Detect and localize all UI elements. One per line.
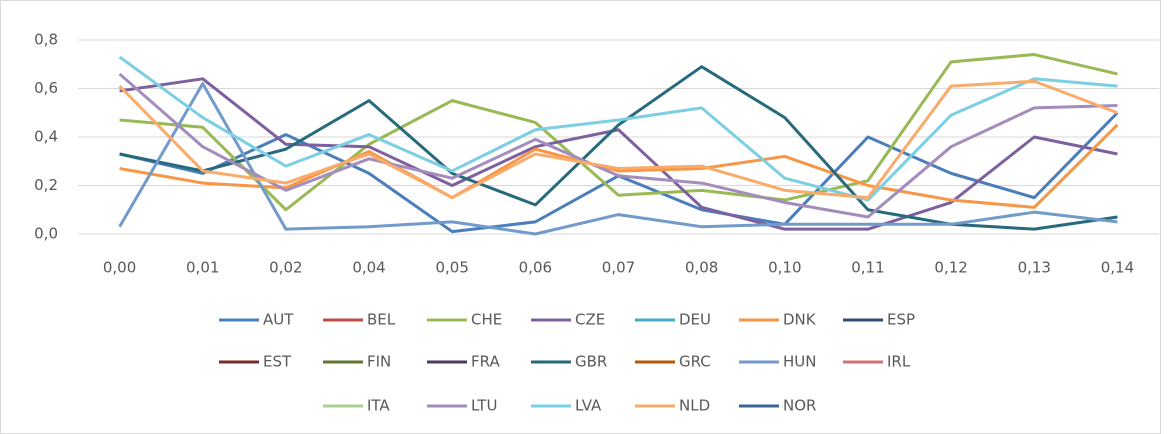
y-tick-label: 0,0 <box>34 225 58 243</box>
series-line <box>118 79 1118 200</box>
legend-label: AUT <box>263 311 294 329</box>
legend-label: ESP <box>887 311 915 329</box>
legend-label: EST <box>263 353 292 371</box>
series-line <box>119 123 1119 209</box>
x-tick-label: 0,10 <box>768 259 801 277</box>
x-tick-label: 0,14 <box>1101 259 1134 277</box>
legend-label: DEU <box>679 311 711 329</box>
legend-label: NLD <box>679 397 710 415</box>
x-tick-label: 0,11 <box>851 259 884 277</box>
x-tick-label: 0,07 <box>602 259 635 277</box>
series-line <box>118 82 1118 236</box>
legend-label: FRA <box>471 353 500 371</box>
legend-label: GBR <box>575 353 607 371</box>
legend-label: ITA <box>367 397 390 415</box>
x-tick-label: 0,02 <box>269 259 302 277</box>
legend-label: FIN <box>367 353 391 371</box>
series-line <box>118 55 1118 202</box>
legend-label: IRL <box>887 353 911 371</box>
x-tick-label: 0,13 <box>1018 259 1051 277</box>
legend-label: CHE <box>471 311 502 329</box>
y-tick-label: 0,4 <box>34 128 58 146</box>
x-tick-label: 0,05 <box>435 259 468 277</box>
legend-label: GRC <box>679 353 711 371</box>
y-tick-label: 0,8 <box>34 31 58 49</box>
legend-label: NOR <box>783 397 816 415</box>
x-tick-label: 0,08 <box>685 259 718 277</box>
x-tick-label: 0,00 <box>103 259 136 277</box>
x-tick-label: 0,12 <box>934 259 967 277</box>
series-line <box>119 53 1118 212</box>
legend-label: BEL <box>367 311 396 329</box>
series-line <box>118 72 1118 219</box>
y-tick-label: 0,2 <box>34 176 58 194</box>
series-line <box>119 77 1118 231</box>
legend-label: CZE <box>575 311 605 329</box>
legend-label: HUN <box>783 353 816 371</box>
x-tick-label: 0,01 <box>186 259 219 277</box>
legend-label: DNK <box>783 311 817 329</box>
x-tick-label: 0,04 <box>352 259 385 277</box>
x-tick-label: 0,06 <box>519 259 552 277</box>
y-tick-label: 0,6 <box>34 79 58 97</box>
legend-label: LVA <box>575 397 602 415</box>
legend-label: LTU <box>471 397 497 415</box>
